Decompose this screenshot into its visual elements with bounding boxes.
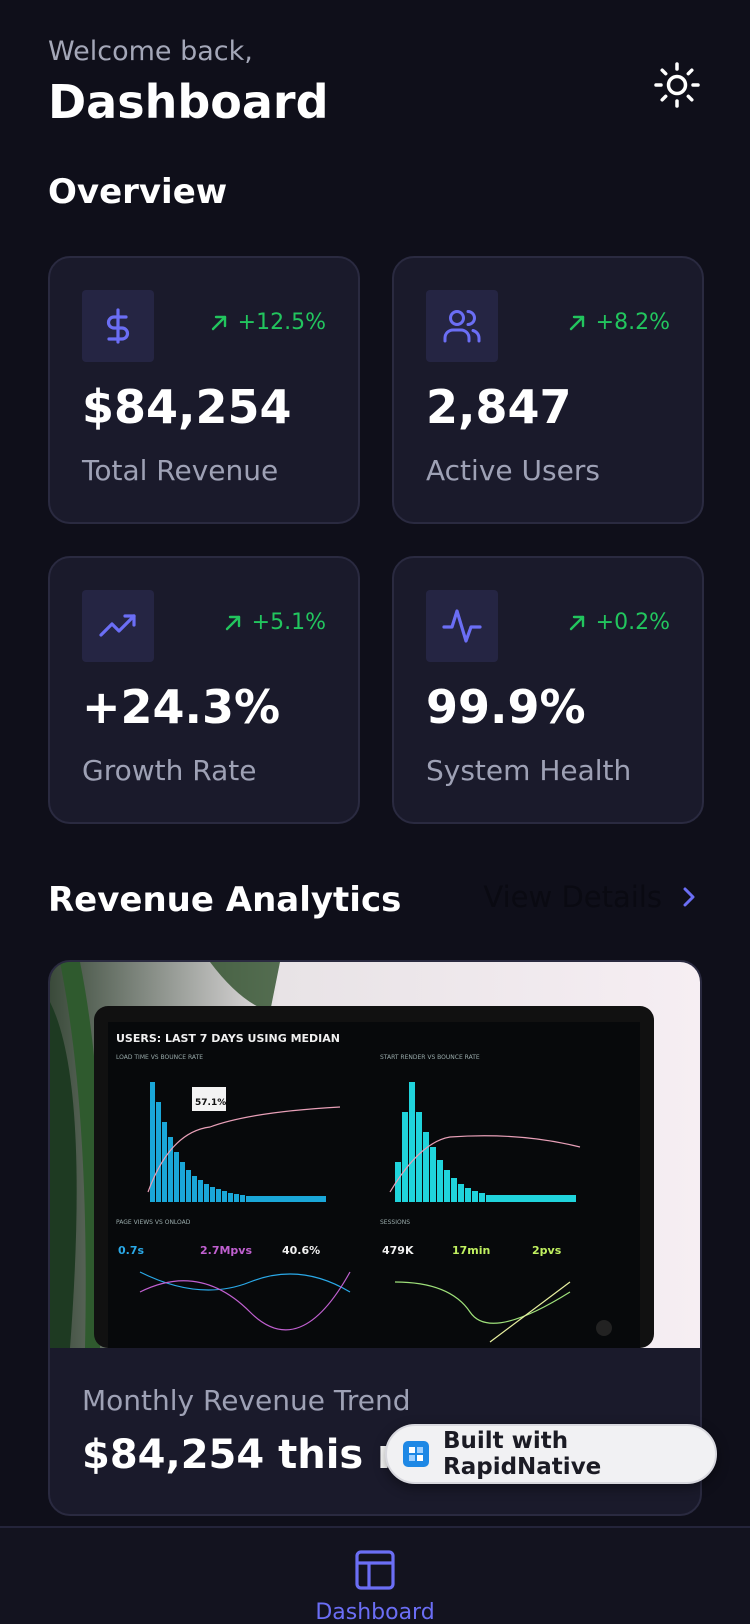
dollar-icon bbox=[106, 308, 130, 344]
chevron-right-icon bbox=[683, 887, 695, 907]
change-indicator: +12.5% bbox=[210, 310, 326, 335]
change-indicator: +8.2% bbox=[568, 310, 670, 335]
image-metric: 2.7Mpvs bbox=[200, 1244, 252, 1257]
arrow-up-right-icon bbox=[569, 615, 584, 630]
revenue-analytics-title: Revenue Analytics bbox=[48, 880, 402, 920]
activity-icon bbox=[442, 609, 482, 643]
image-metric: 0.7s bbox=[118, 1244, 144, 1257]
change-value: +8.2% bbox=[595, 310, 670, 335]
sun-icon bbox=[654, 62, 700, 108]
image-heading: USERS: LAST 7 DAYS USING MEDIAN bbox=[116, 1032, 340, 1045]
image-panel-title: LOAD TIME VS BOUNCE RATE bbox=[116, 1054, 203, 1061]
trend-label: Monthly Revenue Trend bbox=[82, 1384, 411, 1417]
change-value: +0.2% bbox=[595, 610, 670, 635]
bottom-navigation: Dashboard bbox=[0, 1526, 750, 1624]
stat-value: $84,254 bbox=[82, 380, 292, 434]
theme-toggle-button[interactable] bbox=[652, 60, 702, 110]
image-panel-title: START RENDER VS BOUNCE RATE bbox=[380, 1054, 480, 1061]
stat-label: Growth Rate bbox=[82, 754, 257, 787]
stat-card-growth[interactable]: +5.1% +24.3% Growth Rate bbox=[48, 556, 360, 824]
image-metric: 17min bbox=[452, 1244, 490, 1257]
svg-text:57.1%: 57.1% bbox=[195, 1098, 226, 1108]
stat-icon-box bbox=[426, 590, 498, 662]
header: Welcome back, Dashboard bbox=[48, 34, 329, 132]
page-title: Dashboard bbox=[48, 75, 329, 129]
change-value: +5.1% bbox=[251, 610, 326, 635]
arrow-up-right-icon bbox=[211, 315, 226, 330]
arrow-up-right-icon bbox=[225, 615, 240, 630]
trending-up-icon bbox=[99, 614, 136, 637]
stat-icon-box bbox=[426, 290, 498, 362]
tab-dashboard[interactable]: Dashboard bbox=[300, 1548, 450, 1624]
image-metric: 40.6% bbox=[282, 1244, 320, 1257]
overview-title: Overview bbox=[48, 172, 228, 212]
stat-label: Active Users bbox=[426, 454, 600, 487]
image-panel-title: SESSIONS bbox=[380, 1219, 410, 1226]
built-with-badge[interactable]: Built with RapidNative bbox=[385, 1424, 717, 1484]
tab-dashboard-label: Dashboard bbox=[315, 1600, 435, 1624]
stat-label: Total Revenue bbox=[82, 454, 279, 487]
image-metric: 479K bbox=[382, 1244, 414, 1257]
stat-icon-box bbox=[82, 290, 154, 362]
stat-card-users[interactable]: +8.2% 2,847 Active Users bbox=[392, 256, 704, 524]
view-details-label: View Details bbox=[483, 880, 662, 914]
change-value: +12.5% bbox=[237, 310, 326, 335]
analytics-dashboard-image: USERS: LAST 7 DAYS USING MEDIAN LOAD TIM… bbox=[50, 962, 700, 1348]
change-indicator: +0.2% bbox=[568, 610, 670, 635]
stat-value: 99.9% bbox=[426, 680, 586, 734]
image-panel-title: PAGE VIEWS VS ONLOAD bbox=[116, 1219, 191, 1226]
stat-card-revenue[interactable]: +12.5% $84,254 Total Revenue bbox=[48, 256, 360, 524]
stat-label: System Health bbox=[426, 754, 632, 787]
change-indicator: +5.1% bbox=[224, 610, 326, 635]
arrow-up-right-icon bbox=[569, 315, 584, 330]
image-metric: 2pvs bbox=[532, 1244, 562, 1257]
rapidnative-logo-icon bbox=[403, 1441, 429, 1467]
welcome-text: Welcome back, bbox=[48, 36, 253, 67]
stat-icon-box bbox=[82, 590, 154, 662]
users-icon bbox=[443, 310, 481, 343]
built-with-label: Built with RapidNative bbox=[443, 1428, 602, 1480]
view-details-link[interactable]: View Details bbox=[483, 880, 698, 914]
stat-value: +24.3% bbox=[82, 680, 281, 734]
layout-icon bbox=[355, 1550, 395, 1590]
stat-value: 2,847 bbox=[426, 380, 572, 434]
stat-card-health[interactable]: +0.2% 99.9% System Health bbox=[392, 556, 704, 824]
